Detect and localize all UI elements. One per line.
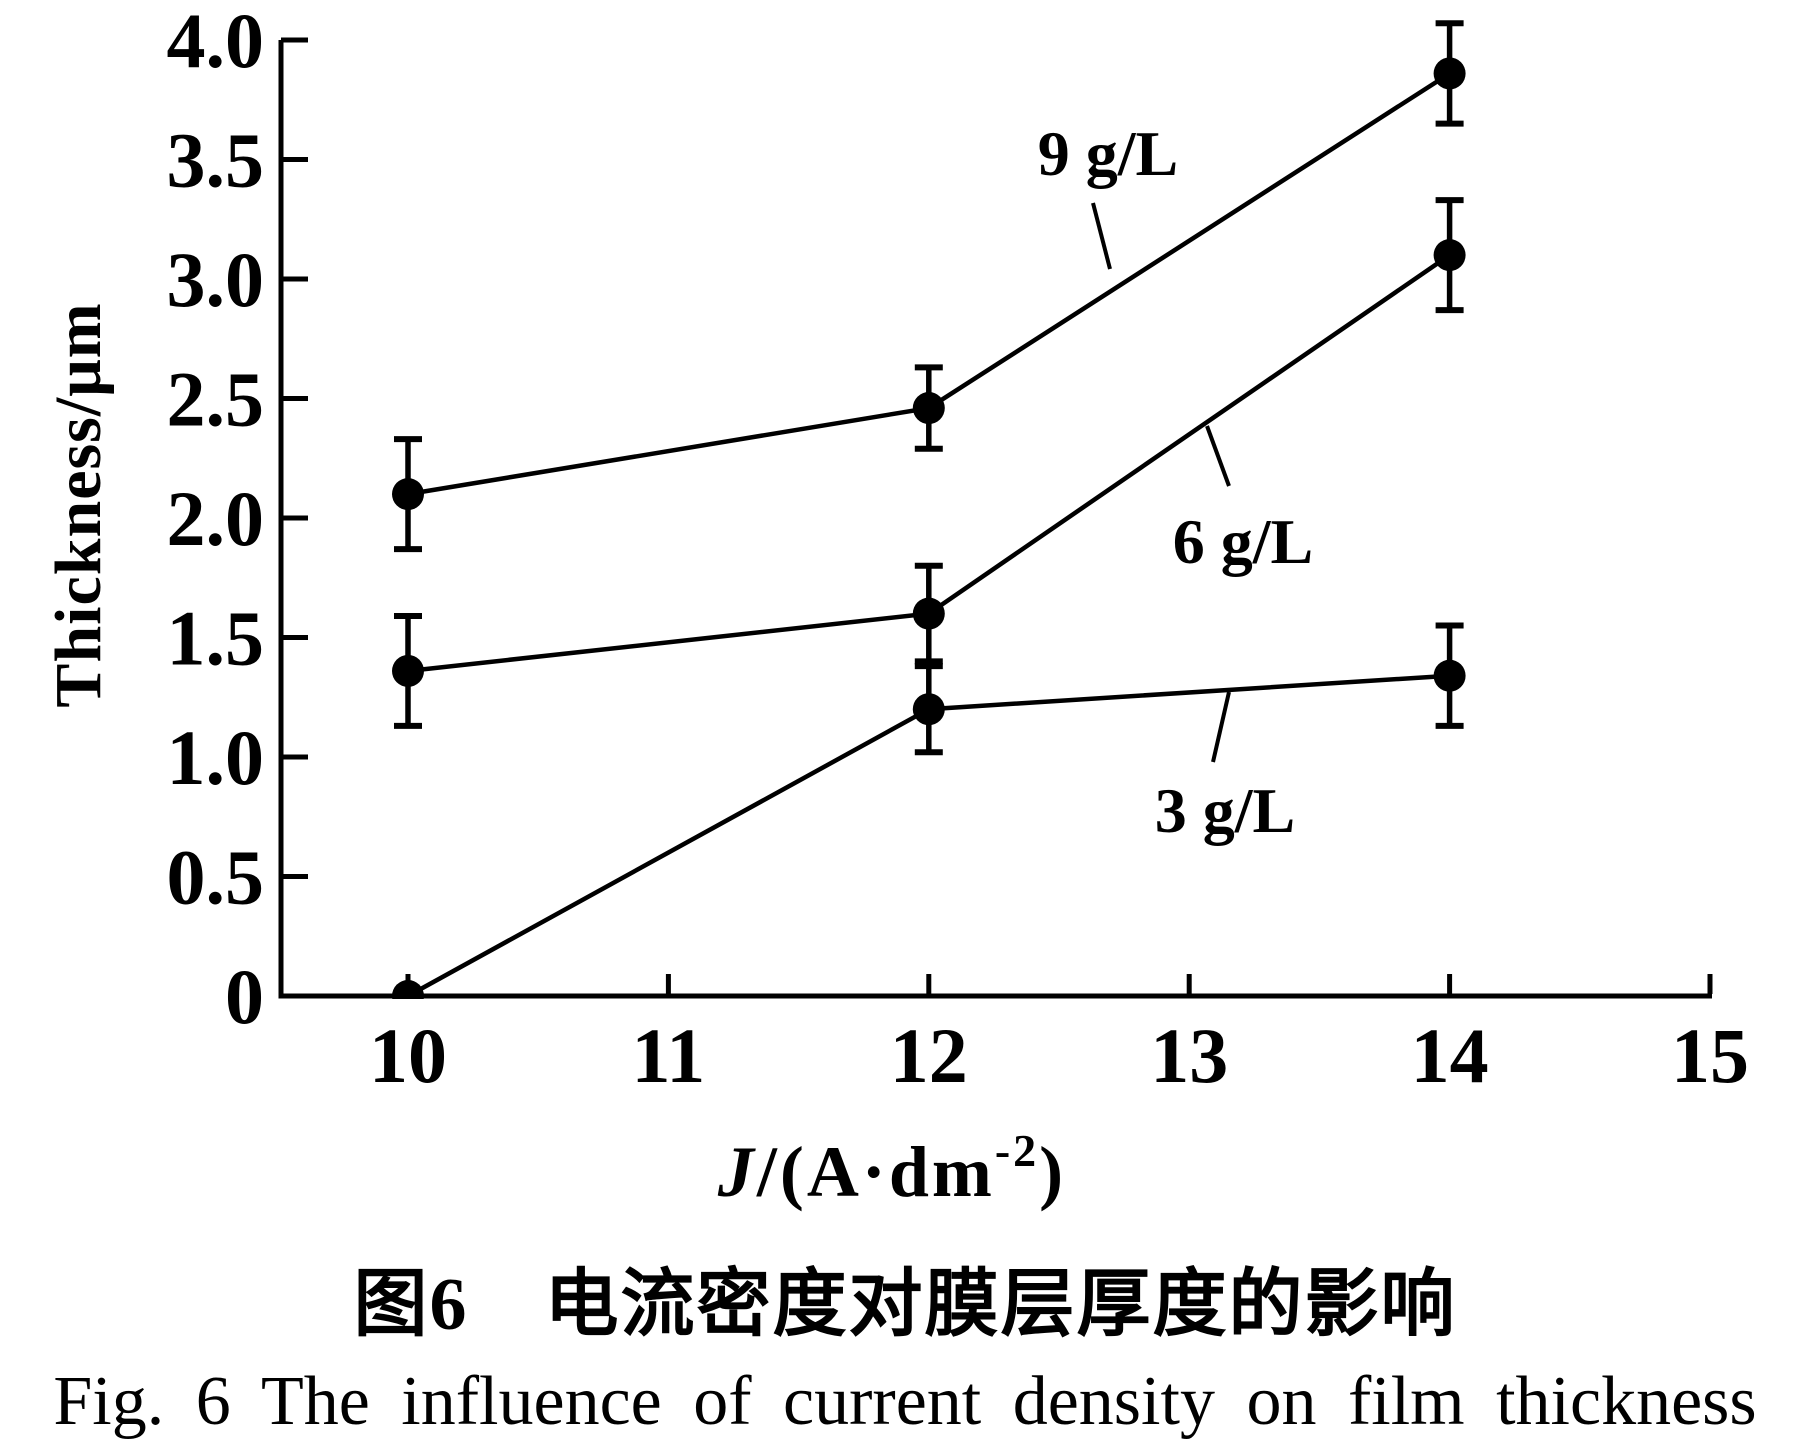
series-layer	[392, 20, 1466, 999]
x-tick-label-14: 14	[1411, 1012, 1489, 1099]
axes-layer: 10 11 12 13 14 15 0 0.5 1.0 1.5 2.0 2.5 3.0 3.5 4.0	[167, 0, 1750, 1099]
y-tick-label-0: 0	[225, 953, 264, 1040]
data-point-3-g-L	[1433, 659, 1466, 692]
y-tick-label-1.5: 1.5	[167, 595, 265, 682]
data-point-9-g-L	[392, 478, 424, 511]
caption-english: Fig. 6 The influence of current density …	[53, 1363, 1757, 1440]
leader-line-3-g-L	[1211, 691, 1231, 763]
data-point-6-g-L	[1433, 239, 1466, 272]
annotation-layer: 9 g/L 6 g/L 3 g/L	[1038, 118, 1313, 846]
x-axis-superscript: -2	[995, 1125, 1039, 1176]
y-tick-label-3.0: 3.0	[167, 236, 265, 323]
x-axis-title: J/(A·dm-2)	[717, 1125, 1066, 1212]
y-tick-label-2.0: 2.0	[167, 475, 265, 562]
data-point-9-g-L	[912, 392, 945, 425]
series-label-3-g-L: 3 g/L	[1155, 775, 1295, 846]
series-label-6-g-L: 6 g/L	[1173, 506, 1313, 577]
x-tick-label-12: 12	[890, 1012, 968, 1099]
data-point-6-g-L	[392, 654, 424, 687]
series-label-9-g-L: 9 g/L	[1038, 118, 1178, 189]
x-tick-label-11: 11	[632, 1012, 706, 1099]
data-point-9-g-L	[1433, 57, 1466, 90]
x-axis-unit: A·dm	[807, 1132, 995, 1212]
y-tick-label-2.5: 2.5	[167, 356, 265, 443]
leader-line-9-g-L	[1091, 202, 1112, 270]
y-axis-title: Thickness/μm	[42, 302, 115, 707]
leader-line-6-g-L	[1205, 425, 1231, 487]
y-tick-label-4.0: 4.0	[167, 0, 265, 84]
x-axis-close-paren: )	[1039, 1132, 1066, 1212]
caption-chinese: 图6 电流密度对膜层厚度的影响	[353, 1264, 1457, 1346]
x-tick-label-15: 15	[1671, 1012, 1749, 1099]
x-tick-label-13: 13	[1150, 1012, 1228, 1099]
x-axis-separator: /(	[756, 1132, 807, 1212]
y-tick-label-0.5: 0.5	[167, 834, 265, 921]
x-tick-label-10: 10	[369, 1012, 447, 1099]
x-axis-variable: J	[717, 1132, 757, 1212]
data-point-3-g-L	[912, 693, 945, 726]
data-point-6-g-L	[912, 597, 945, 630]
data-point-3-g-L	[392, 980, 424, 999]
y-tick-label-1.0: 1.0	[167, 714, 265, 801]
y-tick-label-3.5: 3.5	[167, 117, 265, 204]
axis-lines	[278, 40, 1712, 999]
chart: 10 11 12 13 14 15 0 0.5 1.0 1.5 2.0 2.5 3.0 3.5 4.0 9 …	[42, 0, 1750, 1212]
